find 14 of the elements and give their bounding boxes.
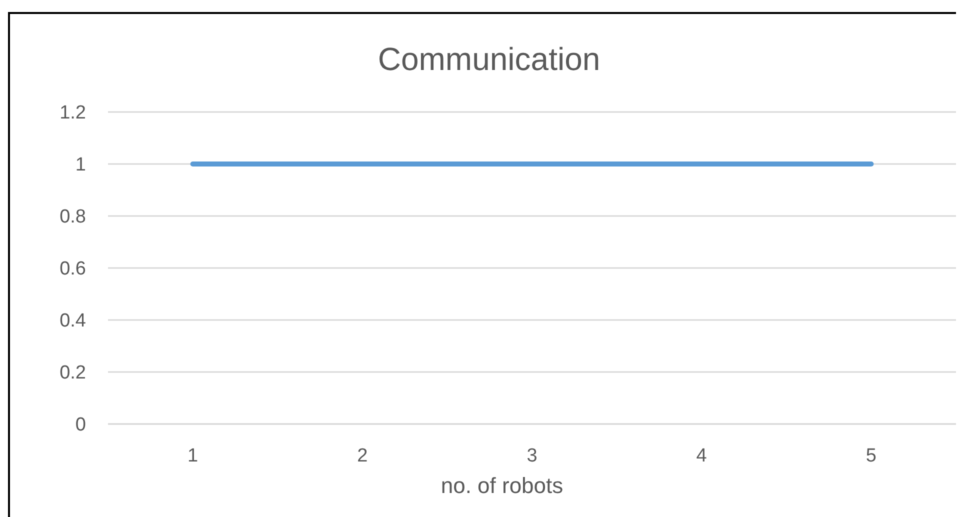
x-tick-label: 4 <box>696 445 708 466</box>
y-tick-label: 1 <box>75 154 86 176</box>
y-tick-label: 0.2 <box>60 362 86 384</box>
y-tick-label: 0.6 <box>60 258 86 280</box>
y-tick-label: 0.4 <box>60 310 86 332</box>
y-tick-label: 0.8 <box>60 206 86 228</box>
x-tick-label: 5 <box>866 445 876 466</box>
chart-title: Communication <box>378 41 600 77</box>
y-tick-label: 0 <box>75 414 86 436</box>
x-tick-label: 2 <box>357 445 368 466</box>
y-tick-label: 1.2 <box>60 102 86 124</box>
x-tick-label: 1 <box>188 445 198 466</box>
x-axis-title: no. of robots <box>440 473 564 498</box>
x-tick-label: 3 <box>526 445 538 466</box>
